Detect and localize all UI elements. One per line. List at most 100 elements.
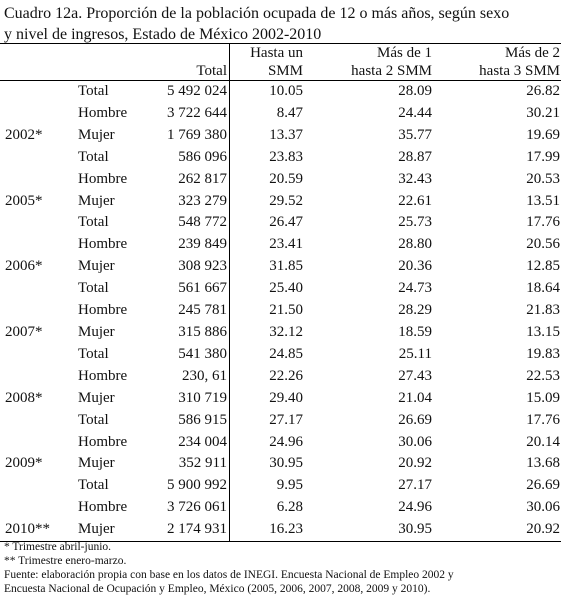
cell-mas-de-2-hasta-3-smm: 30.21 [526, 104, 560, 121]
cell-total: 586 096 [178, 148, 227, 165]
cell-mas-de-2-hasta-3-smm: 30.06 [526, 499, 560, 516]
table-row: Total 548 772 26.47 25.73 17.76 [0, 212, 561, 235]
cell-mas-de-1-hasta-2-smm: 28.80 [398, 236, 432, 253]
header-hasta-line2: SMM [229, 62, 310, 81]
table-row: Hombre 262 817 20.59 32.43 20.53 [0, 168, 561, 191]
cell-mas-de-2-hasta-3-smm: 20.92 [438, 519, 561, 543]
cell-year: 2006* [5, 258, 43, 275]
cell-mas-de-1-hasta-2-smm: 24.44 [398, 104, 432, 121]
table-row: Hombre 3 722 644 8.47 24.44 30.21 [0, 102, 561, 125]
table-row: Total 586 915 27.17 26.69 17.76 [0, 409, 561, 432]
cell-mas-de-2-hasta-3-smm: 26.69 [526, 477, 560, 494]
cell-mas-de-1-hasta-2-smm: 27.17 [398, 477, 432, 494]
cell-mas-de-1-hasta-2-smm: 30.95 [310, 519, 438, 543]
cell-sexo: Mujer [78, 323, 115, 340]
cell-year: 2008* [5, 389, 43, 406]
cell-mas-de-1-hasta-2-smm: 27.43 [398, 367, 432, 384]
cell-sexo: Total [78, 83, 109, 99]
cell-total: 2 174 931 [156, 519, 230, 543]
cell-year [0, 81, 78, 103]
table-row: 2008* Mujer 310 719 29.40 21.04 15.09 [0, 387, 561, 410]
cell-mas-de-2-hasta-3-smm: 20.53 [526, 170, 560, 187]
cell-hasta-un-smm: 32.12 [229, 321, 310, 344]
table-row: 2002* Mujer 1 769 380 13.37 35.77 19.69 [0, 124, 561, 147]
cell-sexo: Mujer [78, 258, 115, 275]
title-line-1: Cuadro 12a. Proporción de la población o… [4, 5, 510, 22]
header-sexo-blank-2 [78, 62, 156, 81]
cell-sexo: Hombre [78, 236, 128, 253]
cell-mas-de-2-hasta-3-smm: 22.53 [526, 367, 560, 384]
header-mas2-line1: Más de 2 [438, 43, 561, 62]
table-row: Hombre 3 726 061 6.28 24.96 30.06 [0, 497, 561, 520]
cell-year [0, 366, 78, 388]
cell-total: 310 719 [178, 389, 227, 406]
cell-total: 230, 61 [182, 367, 227, 384]
cell-sexo: Mujer [78, 126, 115, 143]
cell-mas-de-1-hasta-2-smm: 18.59 [398, 323, 432, 340]
cell-total: 315 886 [178, 323, 227, 340]
source-line-2: Encuesta Nacional de Ocupación y Empleo,… [4, 583, 431, 595]
cell-mas-de-2-hasta-3-smm: 26.82 [526, 83, 560, 99]
cell-total: 586 915 [178, 411, 227, 428]
header-mas2-line2: hasta 3 SMM [438, 62, 561, 81]
cell-hasta-un-smm: 23.41 [229, 234, 310, 257]
table-row: Hombre 230, 61 22.26 27.43 22.53 [0, 365, 561, 388]
cell-sexo: Total [78, 411, 109, 428]
cell-sexo: Total [78, 280, 109, 297]
cell-hasta-un-smm: 10.05 [229, 80, 310, 103]
cell-total: 262 817 [178, 170, 227, 187]
header-total-blank [156, 43, 230, 62]
income-table: Hasta un Más de 1 Más de 2 Total SMM has… [0, 43, 561, 543]
cell-year: 2010** [0, 519, 78, 543]
cell-hasta-un-smm: 26.47 [229, 212, 310, 235]
cell-hasta-un-smm: 21.50 [229, 300, 310, 322]
cell-hasta-un-smm: 8.47 [229, 102, 310, 125]
cell-year: 2002* [5, 126, 43, 143]
table-row: 2007* Mujer 315 886 32.12 18.59 13.15 [0, 321, 561, 344]
cell-sexo: Total [78, 214, 109, 231]
cell-year [0, 497, 78, 519]
cell-hasta-un-smm: 30.95 [229, 453, 310, 476]
table-row: Hombre 245 781 21.50 28.29 21.83 [0, 300, 561, 322]
cell-mas-de-2-hasta-3-smm: 19.83 [526, 345, 560, 362]
cell-mas-de-2-hasta-3-smm: 20.14 [526, 433, 560, 450]
cell-mas-de-2-hasta-3-smm: 12.85 [526, 258, 560, 275]
cell-sexo: Hombre [78, 302, 128, 319]
header-mas1-line1: Más de 1 [310, 43, 438, 62]
cell-year [0, 475, 78, 497]
footnote-2: ** Trimestre enero-marzo. [4, 555, 127, 567]
cell-mas-de-2-hasta-3-smm: 19.69 [526, 126, 560, 143]
cell-sexo: Total [78, 345, 109, 362]
table-row: Total 561 667 25.40 24.73 18.64 [0, 278, 561, 301]
cell-total: 239 849 [178, 236, 227, 253]
cell-sexo: Hombre [78, 499, 128, 516]
cell-mas-de-2-hasta-3-smm: 17.76 [526, 411, 560, 428]
cell-hasta-un-smm: 25.40 [229, 278, 310, 301]
cell-mas-de-1-hasta-2-smm: 20.36 [398, 258, 432, 275]
cell-sexo: Mujer [78, 192, 115, 209]
cell-total: 561 667 [178, 280, 227, 297]
cell-year [0, 344, 78, 366]
cell-hasta-un-smm: 29.52 [229, 190, 310, 213]
cell-year [0, 169, 78, 191]
table-row: Total 541 380 24.85 25.11 19.83 [0, 343, 561, 366]
header-hasta-line1: Hasta un [229, 43, 310, 62]
header-row-2: Total SMM hasta 2 SMM hasta 3 SMM [0, 62, 561, 81]
cell-year: 2009* [5, 455, 43, 472]
cell-mas-de-2-hasta-3-smm: 13.68 [526, 455, 560, 472]
cell-mas-de-2-hasta-3-smm: 17.99 [526, 148, 560, 165]
cell-sexo: Hombre [78, 104, 128, 121]
table-body: Total 5 492 024 10.05 28.09 26.82 Hombre 3 722… [0, 80, 561, 543]
cell-hasta-un-smm: 27.17 [229, 409, 310, 432]
cell-sexo: Mujer [78, 389, 115, 406]
source-line-1: Fuente: elaboración propia con base en l… [4, 569, 454, 581]
cell-mas-de-2-hasta-3-smm: 17.76 [526, 214, 560, 231]
header-year-blank-2 [0, 62, 78, 81]
cell-mas-de-2-hasta-3-smm: 15.09 [526, 389, 560, 406]
cell-mas-de-1-hasta-2-smm: 22.61 [398, 192, 432, 209]
header-total: Total [156, 62, 230, 81]
cell-sexo: Total [78, 477, 109, 494]
cell-year [0, 432, 78, 454]
cell-mas-de-1-hasta-2-smm: 32.43 [398, 170, 432, 187]
